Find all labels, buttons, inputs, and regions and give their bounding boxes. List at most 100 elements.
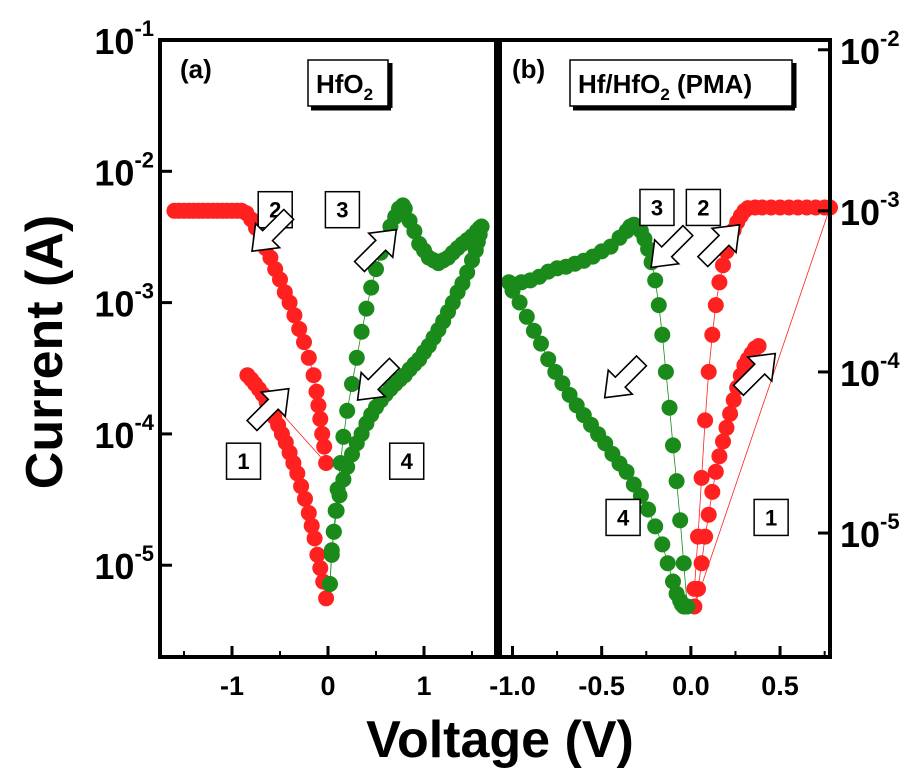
data-point xyxy=(654,326,671,343)
data-point xyxy=(618,463,635,480)
panel-b-label: (b) xyxy=(512,54,545,84)
data-point xyxy=(693,469,710,486)
panel-a-ticks: -1 0 1 10-1 10-2 10-3 10-4 10-5 xyxy=(94,16,473,701)
data-point xyxy=(312,411,329,427)
data-point xyxy=(657,363,674,380)
data-point xyxy=(540,351,557,368)
segment-label-box: 2 xyxy=(685,188,722,227)
panel-a-series-1-line xyxy=(329,204,483,585)
data-point xyxy=(291,321,308,337)
segment-label-box: 1 xyxy=(753,498,789,537)
x-tick-label: -1 xyxy=(220,671,244,701)
data-point xyxy=(339,402,356,419)
panel-b-sweep-arrows xyxy=(603,223,777,399)
panel-a: 12 34 -1 0 110-110-210-310-410-5 (a) HfO2 xyxy=(94,16,498,701)
y-tick-label: 10-2 xyxy=(840,26,900,72)
segment-label-text: 3 xyxy=(651,195,663,220)
data-point xyxy=(700,363,717,380)
data-point xyxy=(654,536,671,553)
data-point xyxy=(647,272,664,289)
data-point xyxy=(335,471,352,488)
y-tick-label: 10-4 xyxy=(94,410,154,456)
data-point xyxy=(306,530,323,547)
data-point xyxy=(700,506,717,523)
data-point xyxy=(665,573,681,590)
data-point xyxy=(344,446,360,463)
data-point xyxy=(321,576,338,592)
panel-a-series-0 xyxy=(166,202,335,607)
sweep-arrow-icon xyxy=(732,352,777,397)
panel-a-segment-labels: 12 34 xyxy=(225,190,425,480)
sweep-arrow-icon xyxy=(603,354,648,399)
data-point xyxy=(511,294,528,311)
data-point xyxy=(711,448,728,465)
data-point xyxy=(697,412,714,429)
panel-b-frame xyxy=(498,38,832,659)
panel-a-data xyxy=(166,197,490,607)
x-tick-label: 1 xyxy=(416,671,431,701)
data-point xyxy=(711,274,728,291)
data-point xyxy=(661,399,678,416)
segment-label-box: 3 xyxy=(324,190,361,229)
data-point xyxy=(331,487,348,504)
panel-a-title: HfO2 xyxy=(316,69,373,104)
data-point xyxy=(293,478,310,495)
data-point xyxy=(547,363,564,380)
segment-label-text: 4 xyxy=(401,449,414,474)
y-tick-label: 10-2 xyxy=(94,147,154,193)
data-point xyxy=(297,490,313,507)
data-point xyxy=(533,335,549,352)
x-tick-label: -1.0 xyxy=(489,671,536,701)
segment-label-box: 1 xyxy=(225,442,262,480)
data-point xyxy=(650,297,667,314)
data-point xyxy=(325,523,342,540)
data-point xyxy=(314,425,331,442)
x-axis-label: Voltage (V) xyxy=(366,711,634,768)
data-point xyxy=(690,580,706,597)
y-tick-label: 10-5 xyxy=(94,541,154,587)
data-point xyxy=(328,502,345,519)
data-point xyxy=(672,512,689,529)
data-point xyxy=(707,463,724,480)
data-point xyxy=(718,419,735,436)
data-point xyxy=(665,437,681,454)
data-point xyxy=(318,590,335,607)
x-tick-label: 0.0 xyxy=(672,671,710,701)
data-point xyxy=(348,349,365,366)
data-point xyxy=(289,465,306,482)
data-point xyxy=(363,279,380,296)
panel-b-series-1 xyxy=(500,216,696,615)
segment-label-box: 4 xyxy=(388,442,425,480)
sweep-arrow-icon xyxy=(353,228,398,273)
panel-a-frame xyxy=(158,38,498,659)
x-tick-label: -0.5 xyxy=(578,671,625,701)
y-tick-label: 10-5 xyxy=(840,509,900,555)
segment-label-text: 4 xyxy=(617,505,630,530)
panel-a-sweep-arrows xyxy=(245,208,401,432)
panel-a-label: (a) xyxy=(180,54,212,84)
data-point xyxy=(316,438,333,455)
data-point xyxy=(750,338,767,354)
y-tick-label: 10-3 xyxy=(840,187,900,233)
sweep-arrow-icon xyxy=(696,223,741,268)
y-axis-label: Current (A) xyxy=(16,215,74,489)
data-point xyxy=(647,518,664,535)
data-point xyxy=(358,300,375,317)
data-point xyxy=(344,376,360,392)
data-point xyxy=(310,397,327,414)
segment-label-box: 4 xyxy=(605,498,641,537)
segment-label-text: 3 xyxy=(336,198,348,223)
data-point xyxy=(308,383,325,400)
data-point xyxy=(339,459,356,475)
panel-b-ticks: -1.0 -0.5 0.0 0.5 10-2 10-3 10-4 10-5 xyxy=(489,26,900,701)
data-point xyxy=(368,261,384,278)
data-point xyxy=(675,555,692,572)
data-point xyxy=(464,252,480,269)
segment-label-box: 3 xyxy=(639,188,675,227)
data-point xyxy=(353,323,370,340)
data-point xyxy=(518,308,535,325)
x-tick-label: 0.5 xyxy=(761,671,799,701)
data-point xyxy=(715,257,731,274)
panel-b: 3 24 1 -1.0 -0.5 0.0 0.510-210-310-410-5 (b) … xyxy=(489,26,900,701)
y-tick-label: 10-4 xyxy=(840,348,900,394)
